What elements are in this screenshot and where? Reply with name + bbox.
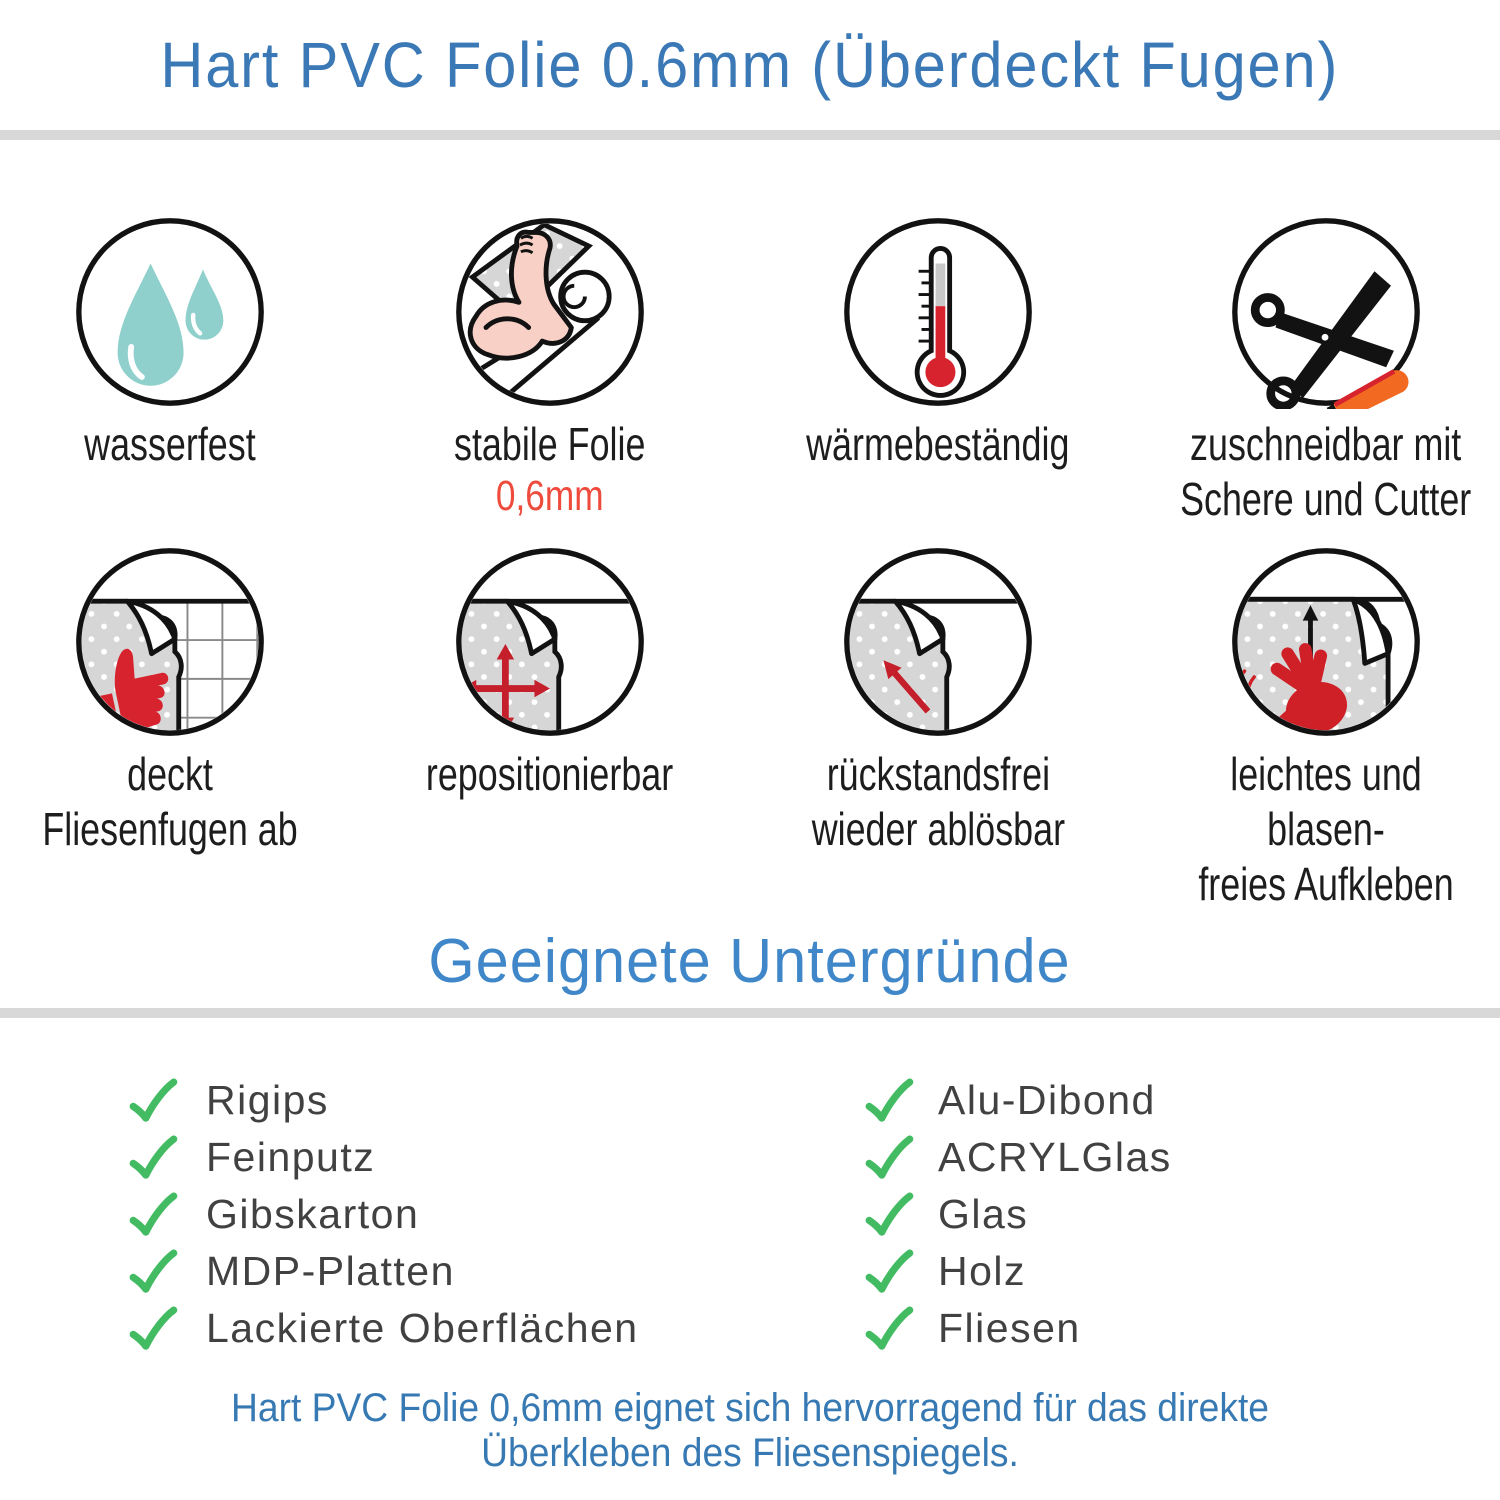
feature-label: wärmebeständig bbox=[806, 418, 1070, 470]
check-icon bbox=[865, 1249, 914, 1293]
check-icon bbox=[865, 1078, 914, 1122]
check-icon bbox=[129, 1135, 178, 1179]
hand-smoothing-foil-icon bbox=[1232, 548, 1420, 736]
substrates-heading-text: Geeignete Untergründe bbox=[428, 927, 1072, 996]
feature-label: zuschneidbar mit Schere und Cutter bbox=[1180, 418, 1472, 525]
check-icon bbox=[129, 1306, 178, 1350]
peel-arrow-foil-icon bbox=[844, 548, 1032, 736]
check-icon bbox=[129, 1078, 178, 1122]
substrate-label: Alu-Dibond bbox=[938, 1077, 1156, 1123]
muscle-arm-foil-icon bbox=[456, 218, 644, 406]
footer-note: Hart PVC Folie 0,6mm eignet sich hervorr… bbox=[231, 1386, 1269, 1475]
feature-label: deckt Fliesenfugen ab bbox=[42, 748, 298, 855]
substrate-label: Holz bbox=[938, 1248, 1027, 1294]
thumbs-up-tile-icon bbox=[76, 548, 264, 736]
feature-zuschneidbar: zuschneidbar mit Schere und Cutter bbox=[1136, 215, 1500, 527]
water-drops-icon bbox=[76, 218, 264, 406]
check-icon bbox=[129, 1192, 178, 1236]
substrate-label: Rigips bbox=[206, 1077, 329, 1123]
scissors-cutter-icon bbox=[1232, 218, 1420, 409]
thermometer-icon bbox=[844, 218, 1032, 406]
check-icon bbox=[865, 1192, 914, 1236]
feature-stabile-folie: stabile Folie 0,6mm bbox=[360, 215, 740, 520]
feature-sublabel: 0,6mm bbox=[496, 472, 604, 520]
feature-label: leichtes und blasen- freies Aufkleben bbox=[1198, 748, 1454, 910]
list-item: Glas bbox=[862, 1186, 1172, 1243]
substrates-list-left: Rigips Feinputz Gibskarton MDP-Platten L… bbox=[126, 1072, 639, 1357]
divider-bar-middle bbox=[0, 1008, 1500, 1018]
feature-label: wasserfest bbox=[84, 418, 256, 470]
feature-label: stabile Folie bbox=[454, 418, 646, 470]
move-arrows-foil-icon bbox=[456, 548, 644, 736]
list-item: Gibskarton bbox=[126, 1186, 639, 1243]
list-item: Lackierte Oberflächen bbox=[126, 1300, 639, 1357]
substrate-label: Gibskarton bbox=[206, 1191, 420, 1237]
substrate-label: Lackierte Oberflächen bbox=[206, 1305, 639, 1351]
list-item: Holz bbox=[862, 1243, 1172, 1300]
feature-label: repositionierbar bbox=[426, 748, 674, 800]
list-item: MDP-Platten bbox=[126, 1243, 639, 1300]
check-icon bbox=[129, 1249, 178, 1293]
feature-label: rückstandsfrei wieder ablösbar bbox=[811, 748, 1065, 855]
list-item: Alu-Dibond bbox=[862, 1072, 1172, 1129]
feature-leichtes-aufkleben: leichtes und blasen- freies Aufkleben bbox=[1136, 545, 1500, 912]
substrates-heading: Geeignete Untergründe bbox=[0, 926, 1500, 997]
list-item: Feinputz bbox=[126, 1129, 639, 1186]
list-item: Rigips bbox=[126, 1072, 639, 1129]
feature-waermebestaendig: wärmebeständig bbox=[748, 215, 1128, 472]
page-title-text: Hart PVC Folie 0.6mm (Überdeckt Fugen) bbox=[160, 29, 1340, 101]
feature-wasserfest: wasserfest bbox=[0, 215, 360, 472]
substrate-label: ACRYLGlas bbox=[938, 1134, 1172, 1180]
feature-deckt-fliesenfugen: deckt Fliesenfugen ab bbox=[0, 545, 360, 857]
page-title: Hart PVC Folie 0.6mm (Überdeckt Fugen) bbox=[0, 28, 1500, 102]
check-icon bbox=[865, 1135, 914, 1179]
divider-bar-top bbox=[0, 130, 1500, 140]
check-icon bbox=[865, 1306, 914, 1350]
substrate-label: Feinputz bbox=[206, 1134, 376, 1180]
substrates-list-right: Alu-Dibond ACRYLGlas Glas Holz Fliesen bbox=[862, 1072, 1172, 1357]
list-item: ACRYLGlas bbox=[862, 1129, 1172, 1186]
feature-rueckstandsfrei: rückstandsfrei wieder ablösbar bbox=[748, 545, 1128, 857]
substrate-label: Fliesen bbox=[938, 1305, 1081, 1351]
substrate-label: MDP-Platten bbox=[206, 1248, 455, 1294]
feature-repositionierbar: repositionierbar bbox=[360, 545, 740, 802]
substrate-label: Glas bbox=[938, 1191, 1029, 1237]
list-item: Fliesen bbox=[862, 1300, 1172, 1357]
